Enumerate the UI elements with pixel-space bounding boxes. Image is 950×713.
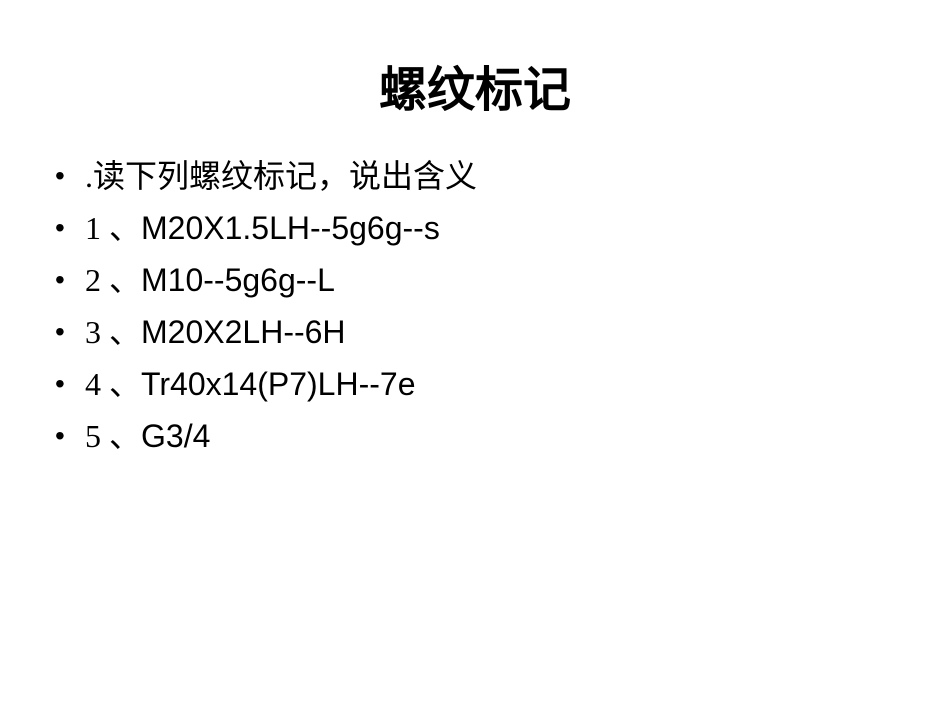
list-item: 1 、 M20X1.5LH--5g6g--s — [55, 202, 950, 254]
list-item: 5 、 G3/4 — [55, 410, 950, 462]
list-item: . 读下列螺纹标记，说出含义 — [55, 150, 950, 202]
item-text: Tr40x14(P7)LH--7e — [141, 358, 415, 410]
item-text: G3/4 — [141, 410, 210, 462]
bullet-list: . 读下列螺纹标记，说出含义 1 、 M20X1.5LH--5g6g--s 2 … — [0, 150, 950, 462]
item-prefix: 1 、 — [85, 202, 141, 254]
item-prefix: 5 、 — [85, 410, 141, 462]
item-text: M20X2LH--6H — [141, 306, 346, 358]
item-prefix: 3 、 — [85, 306, 141, 358]
item-text: 读下列螺纹标记，说出含义 — [93, 150, 477, 202]
list-item: 4 、 Tr40x14(P7)LH--7e — [55, 358, 950, 410]
slide-title: 螺纹标记 — [0, 50, 950, 120]
item-prefix: 4 、 — [85, 358, 141, 410]
list-item: 3 、 M20X2LH--6H — [55, 306, 950, 358]
item-prefix: 2 、 — [85, 254, 141, 306]
item-text: M20X1.5LH--5g6g--s — [141, 202, 440, 254]
list-item: 2 、 M10--5g6g--L — [55, 254, 950, 306]
item-prefix: . — [85, 150, 93, 202]
item-text: M10--5g6g--L — [141, 254, 335, 306]
